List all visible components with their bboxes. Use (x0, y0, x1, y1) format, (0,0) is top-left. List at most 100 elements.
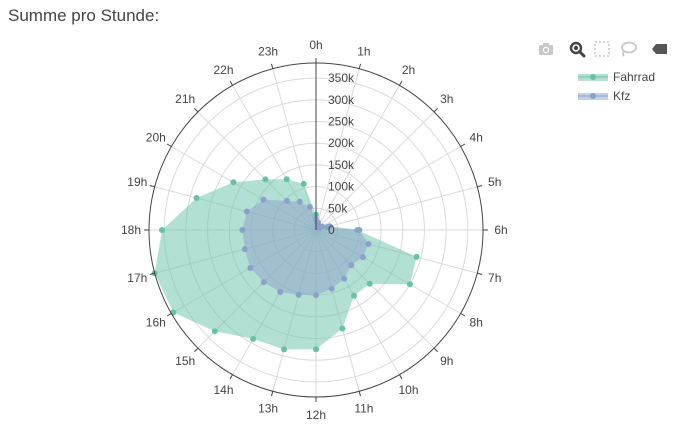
hover-toggle-icon[interactable] (648, 40, 668, 58)
angular-tick-mark (358, 391, 361, 397)
data-point-fahrrad-22h (283, 176, 290, 183)
data-point-fahrrad-14h (250, 335, 257, 342)
angular-tick-label-20h: 20h (146, 131, 166, 145)
angular-tick-mark (271, 63, 274, 69)
angular-tick-mark (358, 63, 361, 69)
box-select-icon[interactable] (592, 40, 612, 58)
data-point-fahrrad-15h (211, 328, 218, 335)
angular-gridline (315, 68, 360, 231)
data-point-kfz-8h (360, 254, 366, 261)
angular-tick-label-9h: 9h (440, 354, 453, 368)
angular-tick-label-14h: 14h (213, 383, 233, 397)
radial-tick-label: 100k (328, 180, 355, 194)
angular-tick-label-0h: 0h (309, 38, 322, 52)
data-point-kfz-15h (260, 279, 267, 286)
angular-tick-mark (271, 391, 274, 397)
data-point-fahrrad-19h (193, 195, 200, 201)
angular-tick-mark (166, 313, 172, 317)
data-point-kfz-21h (283, 197, 290, 204)
zoom-icon[interactable] (568, 40, 588, 58)
angular-gridline (315, 85, 400, 231)
data-point-kfz-10h (341, 275, 348, 282)
data-point-fahrrad-23h (300, 180, 307, 187)
series-area-kfz (242, 199, 369, 296)
angular-tick-label-17h: 17h (127, 271, 147, 285)
angular-tick-label-1h: 1h (357, 44, 370, 58)
data-point-kfz-11h (328, 285, 335, 292)
angular-tick-label-22h: 22h (213, 63, 233, 77)
angular-tick-label-16h: 16h (146, 316, 166, 330)
angular-tick-label-23h: 23h (258, 44, 278, 58)
angular-tick-mark (433, 108, 438, 113)
radial-tick-label: 350k (328, 71, 355, 85)
angular-tick-label-5h: 5h (488, 175, 501, 189)
data-point-kfz-5h (326, 223, 333, 230)
chart-title: Summe pro Stunde: (8, 6, 160, 25)
angular-tick-mark (477, 185, 483, 188)
angular-tick-mark (460, 143, 466, 147)
data-point-kfz-19h (243, 208, 250, 215)
angular-gridline (315, 146, 461, 231)
angular-tick-label-2h: 2h (402, 63, 415, 77)
legend-swatch-kfz (578, 93, 608, 100)
legend-label-fahrrad: Fahrrad (613, 70, 656, 84)
radial-tick-label: 0 (328, 223, 335, 237)
angular-tick-label-8h: 8h (470, 316, 483, 330)
angular-tick-label-12h: 12h (306, 408, 326, 422)
angular-tick-label-21h: 21h (175, 92, 195, 106)
camera-icon[interactable] (536, 40, 556, 58)
angular-tick-mark (166, 143, 172, 147)
angular-tick-label-3h: 3h (440, 92, 453, 106)
angular-tick-label-10h: 10h (398, 383, 418, 397)
data-point-fahrrad-7h (413, 253, 420, 260)
data-point-kfz-14h (277, 289, 284, 295)
angular-tick-mark (149, 272, 155, 275)
data-point-kfz-18h (239, 227, 246, 233)
data-point-fahrrad-10h (351, 292, 357, 299)
data-point-kfz-4h (319, 223, 325, 230)
legend-label-kfz: Kfz (613, 89, 631, 103)
data-point-fahrrad-8h (406, 281, 413, 288)
lasso-icon[interactable] (618, 40, 638, 58)
data-point-fahrrad-11h (339, 325, 346, 332)
data-point-kfz-22h (296, 198, 303, 205)
angular-tick-label-4h: 4h (470, 131, 483, 145)
angular-gridline (315, 111, 435, 231)
radial-tick-label: 150k (328, 158, 355, 172)
data-point-kfz-17h (241, 246, 248, 253)
data-point-kfz-9h (348, 262, 355, 269)
radial-tick-label: 250k (328, 115, 355, 129)
data-point-fahrrad-20h (230, 179, 237, 186)
angular-tick-mark (149, 185, 155, 188)
angular-tick-mark (399, 374, 403, 380)
data-point-kfz-16h (247, 265, 254, 271)
angular-tick-mark (194, 108, 199, 113)
legend-swatch-fahrrad (578, 74, 608, 81)
data-point-fahrrad-12h (313, 346, 319, 353)
data-point-fahrrad-9h (366, 280, 373, 287)
angular-tick-mark (477, 272, 483, 275)
data-point-kfz-12h (313, 292, 319, 299)
radial-tick-label: 300k (328, 93, 355, 107)
angular-tick-mark (433, 347, 438, 352)
data-point-kfz-23h (306, 204, 313, 210)
angular-tick-mark (460, 313, 466, 317)
data-point-kfz-20h (260, 196, 267, 203)
angular-tick-mark (399, 80, 403, 86)
angular-tick-label-11h: 11h (354, 402, 373, 416)
angular-tick-label-6h: 6h (494, 223, 507, 237)
angular-tick-label-15h: 15h (175, 354, 195, 368)
angular-tick-label-7h: 7h (488, 271, 501, 285)
data-point-kfz-7h (365, 241, 372, 247)
data-point-kfz-6h (356, 227, 363, 233)
angular-tick-mark (229, 374, 233, 380)
angular-tick-mark (194, 347, 199, 352)
radial-tick-label: 50k (328, 201, 348, 215)
angular-tick-mark (229, 80, 233, 86)
angular-tick-label-18h: 18h (121, 223, 141, 237)
data-point-fahrrad-21h (262, 176, 269, 183)
data-point-fahrrad-13h (281, 346, 287, 353)
data-point-kfz-13h (295, 291, 302, 298)
data-point-fahrrad-18h (159, 227, 165, 233)
